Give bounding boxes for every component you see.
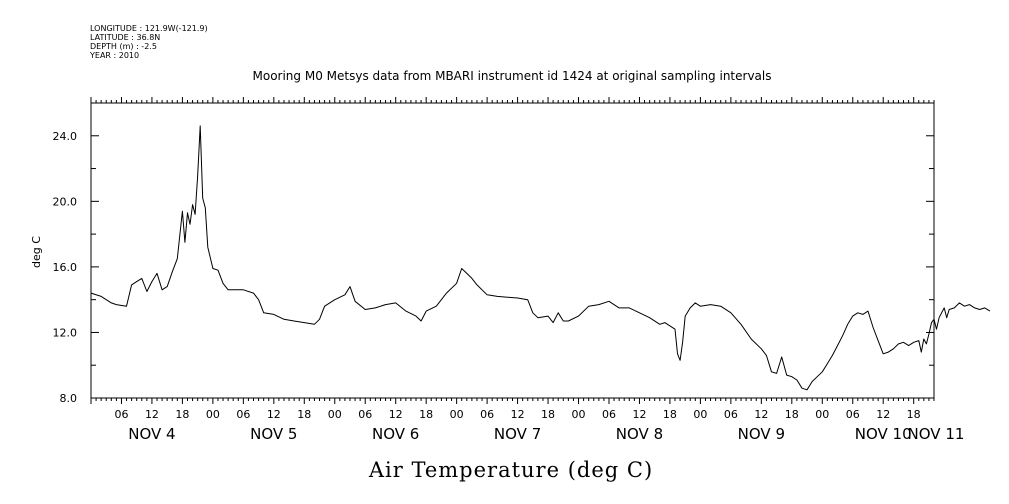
series-layer xyxy=(90,125,991,391)
x-day-label: NOV 6 xyxy=(372,425,419,443)
x-tick-label: 18 xyxy=(297,408,311,421)
x-tick-label: 12 xyxy=(632,408,646,421)
x-tick-label: 00 xyxy=(206,408,220,421)
x-tick-label: 00 xyxy=(815,408,829,421)
x-day-label: NOV 5 xyxy=(250,425,297,443)
x-tick-label: 12 xyxy=(389,408,403,421)
y-axis: 8.0 12.0 16.0 20.0 24.0 xyxy=(53,102,934,405)
plot-border xyxy=(90,102,935,399)
x-axis-label: Air Temperature (deg C) xyxy=(368,458,653,482)
x-tick-label: 12 xyxy=(754,408,768,421)
y-tick-label: 24.0 xyxy=(53,130,78,143)
depth-label: DEPTH (m) : -2.5 xyxy=(90,42,157,51)
x-tick-label: 18 xyxy=(663,408,677,421)
x-day-label: NOV 4 xyxy=(128,425,175,443)
x-tick-label: 06 xyxy=(114,408,128,421)
x-tick-label: 18 xyxy=(907,408,921,421)
year-label: YEAR : 2010 xyxy=(89,51,139,60)
x-tick-label: 06 xyxy=(236,408,250,421)
longitude-label: LONGITUDE : 121.9W(-121.9) xyxy=(90,24,208,33)
series-line-0 xyxy=(90,125,991,391)
chart-title: Mooring M0 Metsys data from MBARI instru… xyxy=(253,69,772,83)
x-tick-label: 06 xyxy=(724,408,738,421)
x-tick-label: 18 xyxy=(419,408,433,421)
x-day-label: NOV 7 xyxy=(494,425,541,443)
x-tick-label: 00 xyxy=(572,408,586,421)
x-tick-label: 12 xyxy=(145,408,159,421)
x-day-label: NOV 8 xyxy=(616,425,663,443)
x-tick-label: 00 xyxy=(450,408,464,421)
y-tick-label: 8.0 xyxy=(60,392,78,405)
x-tick-label: 12 xyxy=(876,408,890,421)
y-tick-label: 20.0 xyxy=(53,195,78,208)
x-tick-label: 06 xyxy=(358,408,372,421)
plot-frame xyxy=(90,97,935,399)
x-tick-label: 06 xyxy=(602,408,616,421)
x-tick-label: 18 xyxy=(785,408,799,421)
x-day-label: NOV 9 xyxy=(738,425,785,443)
y-tick-label: 16.0 xyxy=(53,261,78,274)
x-tick-label: 18 xyxy=(541,408,555,421)
x-tick-label: 12 xyxy=(511,408,525,421)
x-day-label: NOV 10 xyxy=(855,425,912,443)
x-tick-label: 00 xyxy=(328,408,342,421)
x-tick-label: 00 xyxy=(693,408,707,421)
x-day-label: NOV 11 xyxy=(908,425,965,443)
x-axis: 06 12 18 00 06 12 18 00 06 12 18 00 06 12 18 00 06 12 18 00… xyxy=(90,398,965,443)
x-tick-label: 06 xyxy=(846,408,860,421)
x-tick-label: 06 xyxy=(480,408,494,421)
latitude-label: LATITUDE : 36.8N xyxy=(90,33,160,42)
y-axis-label: deg C xyxy=(30,236,43,268)
x-tick-label: 12 xyxy=(267,408,281,421)
x-tick-label: 18 xyxy=(175,408,189,421)
y-tick-label: 12.0 xyxy=(53,326,78,339)
